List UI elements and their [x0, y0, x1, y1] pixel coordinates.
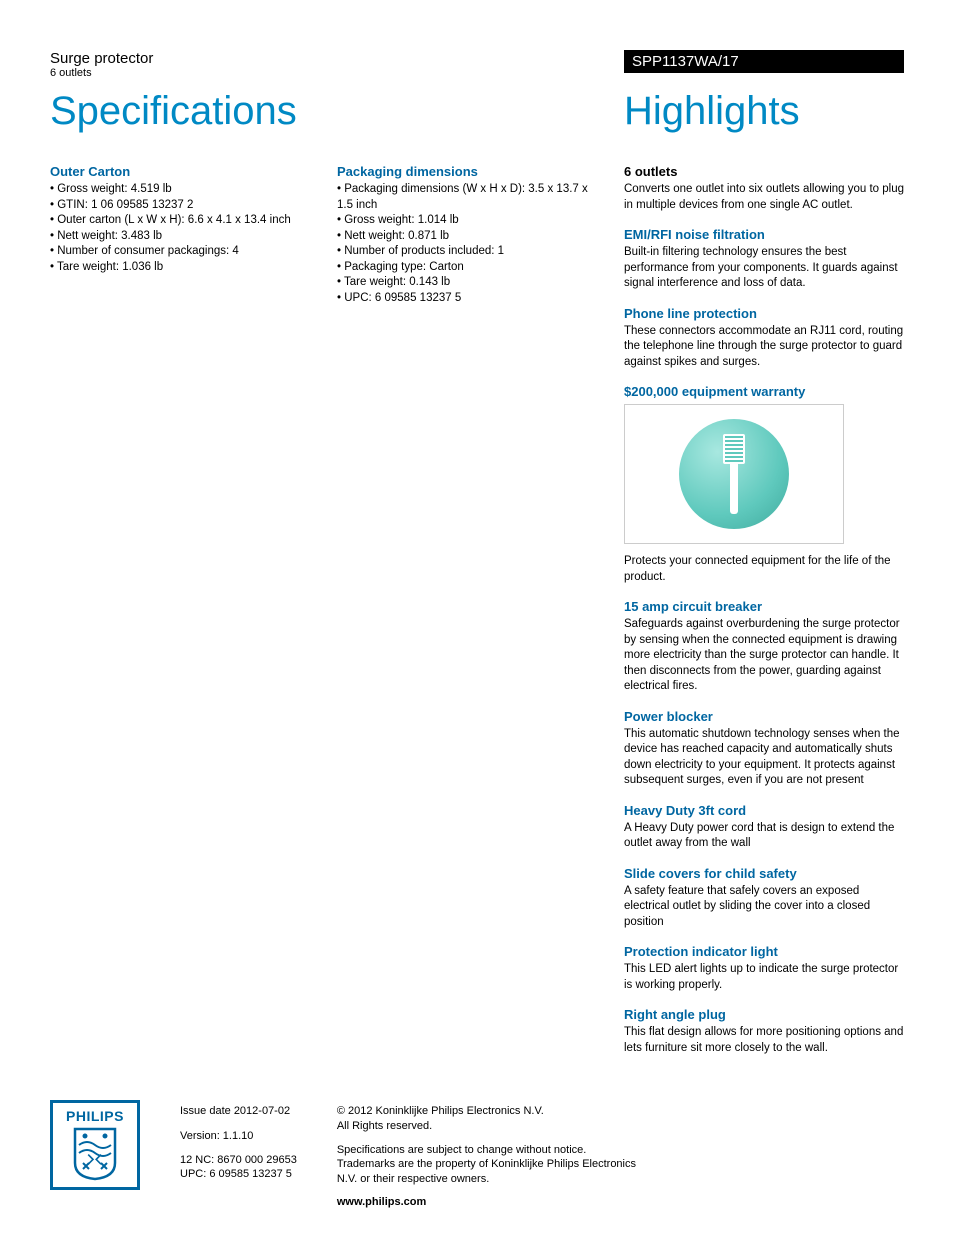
highlight-heading: Protection indicator light — [624, 944, 904, 959]
spec-item: Packaging type: Carton — [337, 260, 604, 276]
philips-shield-icon — [73, 1127, 117, 1181]
highlight-heading: 15 amp circuit breaker — [624, 599, 904, 614]
spec-item: Packaging dimensions (W x H x D): 3.5 x … — [337, 182, 604, 213]
footer-meta-1: Issue date 2012-07-02 Version: 1.1.10 12… — [180, 1100, 297, 1181]
spec-item: Nett weight: 3.483 lb — [50, 229, 317, 245]
spec-item: Nett weight: 0.871 lb — [337, 229, 604, 245]
highlight-block: Slide covers for child safety A safety fe… — [624, 866, 904, 931]
packaging-heading: Packaging dimensions — [337, 164, 604, 179]
highlight-caption: Protects your connected equipment for th… — [624, 554, 904, 585]
issue-date: Issue date 2012-07-02 — [180, 1104, 297, 1118]
highlight-text: This LED alert lights up to indicate the… — [624, 962, 904, 993]
warranty-image — [624, 404, 844, 544]
spec-item: Gross weight: 1.014 lb — [337, 213, 604, 229]
highlight-block: EMI/RFI noise filtration Built-in filteri… — [624, 227, 904, 292]
spec-item: Number of products included: 1 — [337, 244, 604, 260]
highlight-block: 6 outlets Converts one outlet into six ou… — [624, 164, 904, 213]
rights: All Rights reserved. — [337, 1119, 637, 1133]
highlight-text: A Heavy Duty power cord that is design t… — [624, 821, 904, 852]
highlight-text: This flat design allows for more positio… — [624, 1025, 904, 1056]
highlight-block: $200,000 equipment warranty Protects your… — [624, 384, 904, 585]
spec-item: UPC: 6 09585 13237 5 — [337, 291, 604, 307]
outer-carton-list: Gross weight: 4.519 lbGTIN: 1 06 09585 1… — [50, 182, 317, 275]
highlight-block: 15 amp circuit breaker Safeguards against… — [624, 599, 904, 695]
highlight-heading: Heavy Duty 3ft cord — [624, 803, 904, 818]
website-link[interactable]: www.philips.com — [337, 1196, 637, 1208]
upc-code: UPC: 6 09585 13237 5 — [180, 1167, 297, 1181]
philips-logo: PHILIPS — [50, 1100, 140, 1190]
highlight-block: Phone line protection These connectors ac… — [624, 306, 904, 371]
product-name: Surge protector — [50, 50, 153, 67]
highlight-heading: Slide covers for child safety — [624, 866, 904, 881]
copyright: © 2012 Koninklijke Philips Electronics N… — [337, 1104, 637, 1118]
spec-item: Number of consumer packagings: 4 — [50, 244, 317, 260]
spec-item: Tare weight: 1.036 lb — [50, 260, 317, 276]
highlight-text: These connectors accommodate an RJ11 cor… — [624, 324, 904, 371]
product-header: Surge protector 6 outlets — [50, 50, 153, 79]
spec-item: Gross weight: 4.519 lb — [50, 182, 317, 198]
spec-item: Outer carton (L x W x H): 6.6 x 4.1 x 13… — [50, 213, 317, 229]
highlight-text: Safeguards against overburdening the sur… — [624, 617, 904, 695]
highlight-heading: 6 outlets — [624, 164, 904, 179]
highlight-block: Right angle plug This flat design allows … — [624, 1007, 904, 1056]
outer-carton-column: Outer Carton Gross weight: 4.519 lbGTIN:… — [50, 164, 317, 1070]
philips-wordmark: PHILIPS — [66, 1108, 124, 1124]
highlight-block: Power blocker This automatic shutdown tec… — [624, 709, 904, 789]
version: Version: 1.1.10 — [180, 1129, 297, 1143]
highlight-text: Built-in filtering technology ensures th… — [624, 245, 904, 292]
highlight-block: Heavy Duty 3ft cord A Heavy Duty power co… — [624, 803, 904, 852]
model-number: SPP1137WA/17 — [624, 50, 904, 73]
highlight-block: Protection indicator light This LED alert… — [624, 944, 904, 993]
highlights-title: Highlights — [624, 89, 904, 134]
specifications-title: Specifications — [50, 89, 297, 134]
packaging-list: Packaging dimensions (W x H x D): 3.5 x … — [337, 182, 604, 306]
nc-code: 12 NC: 8670 000 29653 — [180, 1153, 297, 1167]
highlight-text: A safety feature that safely covers an e… — [624, 884, 904, 931]
highlights-column: 6 outlets Converts one outlet into six ou… — [624, 164, 904, 1070]
product-subtitle: 6 outlets — [50, 67, 153, 79]
highlight-heading: Power blocker — [624, 709, 904, 724]
outer-carton-heading: Outer Carton — [50, 164, 317, 179]
highlight-heading: EMI/RFI noise filtration — [624, 227, 904, 242]
packaging-column: Packaging dimensions Packaging dimension… — [337, 164, 604, 1070]
spec-item: Tare weight: 0.143 lb — [337, 275, 604, 291]
footer-meta-2: © 2012 Koninklijke Philips Electronics N… — [337, 1100, 637, 1207]
highlight-heading: $200,000 equipment warranty — [624, 384, 904, 399]
highlight-heading: Right angle plug — [624, 1007, 904, 1022]
disclaimer: Specifications are subject to change wit… — [337, 1143, 637, 1186]
footer: PHILIPS Issue date 2012-07-02 Version: 1… — [50, 1100, 904, 1207]
highlight-text: This automatic shutdown technology sense… — [624, 727, 904, 789]
spec-item: GTIN: 1 06 09585 13237 2 — [50, 198, 317, 214]
highlight-heading: Phone line protection — [624, 306, 904, 321]
highlight-text: Converts one outlet into six outlets all… — [624, 182, 904, 213]
